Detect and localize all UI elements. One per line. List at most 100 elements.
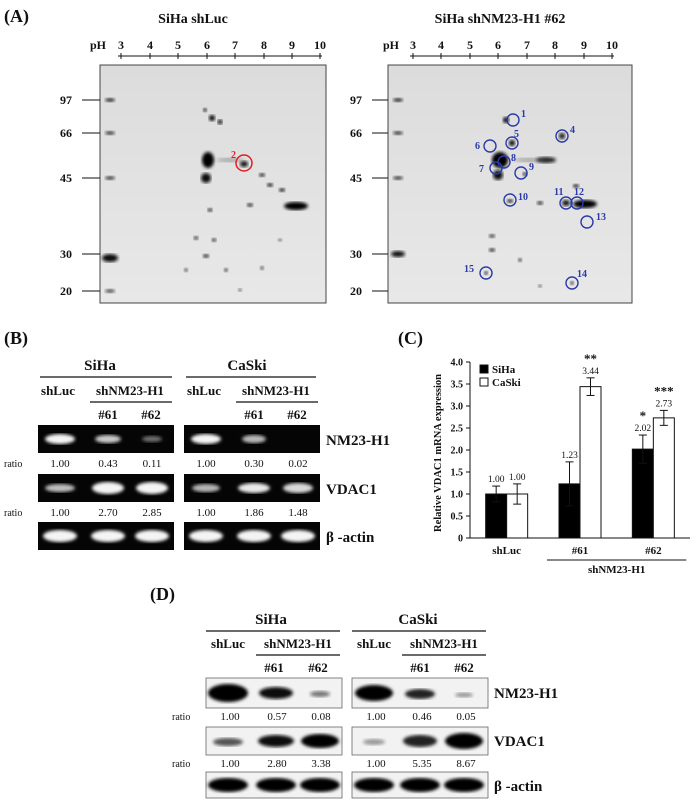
gel-2-spot-circle-1 xyxy=(506,113,520,127)
gel-2-spot-circle-12 xyxy=(570,196,584,210)
panel-d-caski-vdac1-ratio-3: 8.67 xyxy=(456,758,476,770)
panel-b-siha-61: #61 xyxy=(98,407,118,422)
gel-2-spot-label-13: 13 xyxy=(596,212,606,223)
gel-2-spot-circle-6 xyxy=(483,139,497,153)
panel-b-caski-nm23-ratio-1: 1.00 xyxy=(196,458,216,470)
gel-1-ph-4: 4 xyxy=(147,38,153,52)
gel-1-title: SiHa shLuc xyxy=(158,12,228,27)
panel-c-bar xyxy=(579,386,602,539)
panel-b-siha-nm23-ratio-1: 1.00 xyxy=(50,458,70,470)
panel-b-caski: CaSki shLuc shNM23-H1 #61 #62 1.00 0.30 … xyxy=(184,358,320,550)
gel-2-spot-label-12: 12 xyxy=(574,187,584,198)
gel-2-spot-circle-13 xyxy=(580,215,594,229)
gel-2-spot-label-15: 15 xyxy=(464,264,474,275)
panel-c-category-label: #61 xyxy=(572,545,589,557)
panel-d-caski: CaSki shLuc shNM23-H1 #61 #62 1.00 0.46 … xyxy=(351,612,489,799)
gel-1-ph-9: 9 xyxy=(289,38,295,52)
panel-b-siha-title: SiHa xyxy=(84,358,116,374)
panel-c-ytick-label: 1.0 xyxy=(451,490,464,501)
panel-c-legend-label: CaSki xyxy=(492,377,521,389)
panel-c-ytick-label: 2.5 xyxy=(451,424,464,435)
panel-c-ytick-label: 0.5 xyxy=(451,512,464,523)
panel-b-caski-nm23-ratio-3: 0.02 xyxy=(288,458,307,470)
panel-d-siha-shnm23: shNM23-H1 xyxy=(264,636,332,651)
gel-1-ph-10: 10 xyxy=(314,38,326,52)
gel-2-mw-45: 45 xyxy=(350,171,362,185)
panel-d-siha-nm23-ratio-3: 0.08 xyxy=(311,711,331,723)
gel-2-ph-label: pH xyxy=(383,38,400,52)
panel-d-siha: SiHa shLuc shNM23-H1 #61 #62 1.00 0.57 0… xyxy=(205,612,343,799)
panel-d-siha-nm23-ratio-1: 1.00 xyxy=(220,711,240,723)
gel-1-spots xyxy=(102,98,308,293)
gel-2-spot-annotations xyxy=(479,113,594,290)
panel-a-label: (A) xyxy=(4,6,29,27)
panel-b-siha: SiHa shLuc shNM23-H1 #61 #62 ratio 1.00 … xyxy=(4,358,174,550)
gel-2: SiHa shNM23-H1 #62 pH 3 4 5 6 7 8 9 10 9… xyxy=(350,12,633,304)
gel-1-ph-ticks: 3 4 5 6 7 8 9 10 xyxy=(118,38,326,52)
gel-2-ph-ticks: 3 4 5 6 7 8 9 10 xyxy=(410,38,618,52)
panel-c-legend-swatch xyxy=(479,377,489,387)
panel-c-ytick-label: 1.5 xyxy=(451,468,464,479)
panel-c-value-label: 2.73 xyxy=(656,399,673,409)
panel-c-value-label: 3.44 xyxy=(582,367,599,377)
gel-1-mw-30: 30 xyxy=(60,247,72,261)
panel-b-caski-vdac1-ratio-2: 1.86 xyxy=(244,507,264,519)
panel-b-caski-shluc: shLuc xyxy=(187,383,221,398)
gel-2-ph-6: 6 xyxy=(495,38,501,52)
gel-2-spot-label-8: 8 xyxy=(511,153,516,164)
gel-2-ph-5: 5 xyxy=(467,38,473,52)
panel-c-ytick-label: 4.0 xyxy=(451,358,464,369)
panel-b-caski-61: #61 xyxy=(244,407,264,422)
panel-d-siha-title: SiHa xyxy=(255,612,287,628)
panel-b-siha-shnm23: shNM23-H1 xyxy=(96,383,164,398)
panel-b-row-nm23: NM23-H1 xyxy=(326,433,390,449)
gel-1-mw-66: 66 xyxy=(60,126,72,140)
panel-b-label: (B) xyxy=(4,328,28,349)
gel-2-mw-97: 97 xyxy=(350,93,362,107)
gel-1: SiHa shLuc pH 3 4 5 6 7 8 9 10 97 66 45 … xyxy=(60,12,327,304)
gel-2-spot-circle-14 xyxy=(565,276,579,290)
panel-c-legend-label: SiHa xyxy=(492,364,516,376)
panel-c-ytick-label: 3.5 xyxy=(451,380,464,391)
gel-1-spot-label-2: 2 xyxy=(231,150,236,161)
gel-1-mw-45: 45 xyxy=(60,171,72,185)
panel-c-ylabel: Relative VDAC1 mRNA expression xyxy=(433,374,444,532)
panel-d-caski-title: CaSki xyxy=(398,612,437,628)
panel-d-row-vdac1: VDAC1 xyxy=(494,734,545,750)
panel-d-siha-vdac1-ratio-2: 2.80 xyxy=(267,758,287,770)
panel-d-siha-shluc: shLuc xyxy=(211,636,245,651)
gel-2-spot-circle-15 xyxy=(479,266,493,280)
panel-d-siha-vdac1-ratio-1: 1.00 xyxy=(220,758,240,770)
panel-d-caski-shluc: shLuc xyxy=(357,636,391,651)
gel-1-image xyxy=(99,64,327,304)
panel-c-bar xyxy=(652,417,675,539)
gel-2-title: SiHa shNM23-H1 #62 xyxy=(435,12,566,27)
panel-c-chart: Relative VDAC1 mRNA expression 0 0.5 1.0 1.… xyxy=(433,351,690,576)
panel-d-caski-nm23-ratio-1: 1.00 xyxy=(366,711,386,723)
gel-2-ph-9: 9 xyxy=(581,38,587,52)
panel-b-ratio-label-2: ratio xyxy=(4,508,22,519)
panel-c-significance: * xyxy=(640,408,647,423)
panel-b-siha-vdac1-ratio-1: 1.00 xyxy=(50,507,70,519)
panel-d-label: (D) xyxy=(150,584,175,605)
panel-b-caski-vdac1-ratio-1: 1.00 xyxy=(196,507,216,519)
panel-b-ratio-label-1: ratio xyxy=(4,459,22,470)
gel-2-spot-label-7: 7 xyxy=(479,164,484,175)
gel-2-ph-7: 7 xyxy=(524,38,530,52)
panel-c-value-label: 1.23 xyxy=(561,451,578,461)
panel-d-siha-nm23-ratio-2: 0.57 xyxy=(267,711,287,723)
panel-d-caski-vdac1-ratio-1: 1.00 xyxy=(366,758,386,770)
gel-2-spot-label-5: 5 xyxy=(514,129,519,140)
panel-b-caski-title: CaSki xyxy=(227,358,266,374)
gel-1-mw-97: 97 xyxy=(60,93,72,107)
gel-2-ph-3: 3 xyxy=(410,38,416,52)
panel-b-siha-vdac1-ratio-2: 2.70 xyxy=(98,507,118,519)
gel-2-spot-label-1: 1 xyxy=(521,109,526,120)
gel-2-spot-label-4: 4 xyxy=(570,125,575,136)
gel-2-spot-circle-9 xyxy=(514,166,528,180)
panel-c-category-label: #62 xyxy=(645,545,662,557)
panel-d-caski-62: #62 xyxy=(454,660,474,675)
panel-d-ratio-label-1: ratio xyxy=(172,712,190,723)
gel-2-spot-label-10: 10 xyxy=(518,192,528,203)
